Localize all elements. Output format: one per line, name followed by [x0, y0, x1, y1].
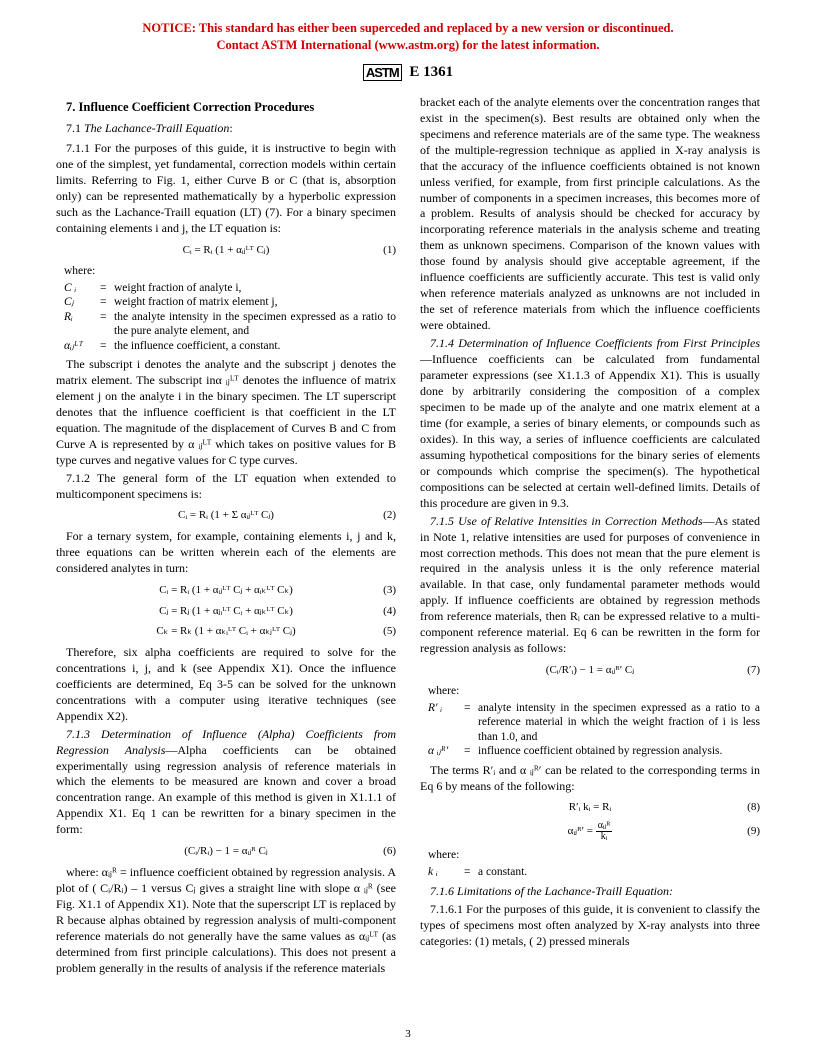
doc-header: ASTM E 1361: [56, 64, 760, 81]
def-row: Rᵢ=the analyte intensity in the specimen…: [64, 310, 396, 339]
para-7.1.6.1: 7.1.6.1 For the purposes of this guide, …: [420, 902, 760, 950]
section-7.1-heading: 7.1 The Lachance-Traill Equation:: [56, 121, 396, 137]
body-columns: 7. Influence Coefficient Correction Proc…: [56, 95, 760, 977]
para-7.1.4: 7.1.4 Determination of Influence Coeffic…: [420, 336, 760, 511]
para-7.1.1: 7.1.1 For the purposes of this guide, it…: [56, 141, 396, 237]
def-row: k ᵢ=a constant.: [428, 865, 760, 879]
where-label-2: where:: [428, 684, 760, 699]
equation-3: Cᵢ = Rᵢ (1 + αᵢⱼᴸᵀ Cⱼ + αᵢₖᴸᵀ Cₖ)(3): [56, 583, 396, 598]
notice-banner: NOTICE: This standard has either been su…: [56, 20, 760, 54]
para-7.1.5: 7.1.5 Use of Relative Intensities in Cor…: [420, 514, 760, 658]
para-ternary: For a ternary system, for example, conta…: [56, 529, 396, 577]
para-subscripts: The subscript i denotes the analyte and …: [56, 357, 396, 469]
equation-6: (Cᵢ/Rᵢ) − 1 = αᵢⱼᴿ Cⱼ(6): [56, 844, 396, 859]
equation-1: Cᵢ = Rᵢ (1 + αᵢⱼᴸᵀ Cⱼ) (1): [56, 243, 396, 258]
para-therefore: Therefore, six alpha coefficients are re…: [56, 645, 396, 725]
equation-2: Cᵢ = Rᵢ (1 + Σ αᵢⱼᴸᵀ Cⱼ) (2): [56, 508, 396, 523]
designation: E 1361: [409, 64, 453, 80]
para-7.1.6: 7.1.6 Limitations of the Lachance-Traill…: [420, 884, 760, 900]
para-terms: The terms R′ᵢ and α ᵢⱼᴿ′ can be related …: [420, 763, 760, 795]
equation-5: Cₖ = Rₖ (1 + αₖᵢᴸᵀ Cᵢ + αₖⱼᴸᵀ Cⱼ)(5): [56, 624, 396, 639]
page: NOTICE: This standard has either been su…: [0, 0, 816, 1056]
where-table-1: C ᵢ=weight fraction of analyte i, Cⱼ=wei…: [64, 281, 396, 353]
def-row: R′ ᵢ=analyte intensity in the specimen e…: [428, 701, 760, 744]
para-7.1.3: 7.1.3 Determination of Influence (Alpha)…: [56, 727, 396, 839]
equation-9: αᵢⱼᴿ′ = αᵢⱼᴿkᵢ (9): [420, 821, 760, 842]
where-table-2: R′ ᵢ=analyte intensity in the specimen e…: [428, 701, 760, 759]
equation-8: R′ᵢ kᵢ = Rᵢ(8): [420, 800, 760, 815]
equation-4: Cⱼ = Rⱼ (1 + αⱼᵢᴸᵀ Cᵢ + αⱼₖᴸᵀ Cₖ)(4): [56, 604, 396, 619]
equation-7: (Cᵢ/R′ᵢ) − 1 = αᵢⱼᴿ′ Cⱼ(7): [420, 663, 760, 678]
def-row: αᵢⱼᴸᵀ=the influence coefficient, a const…: [64, 339, 396, 353]
notice-line1: NOTICE: This standard has either been su…: [142, 21, 673, 35]
def-row: C ᵢ=weight fraction of analyte i,: [64, 281, 396, 295]
para-where6: where: αᵢⱼᴿ = influence coefficient obta…: [56, 865, 396, 977]
def-row: α ᵢⱼᴿ′=influence coefficient obtained by…: [428, 744, 760, 758]
astm-logo: ASTM: [363, 64, 402, 81]
page-number: 3: [0, 1028, 816, 1040]
para-col2-continuation: bracket each of the analyte elements ove…: [420, 95, 760, 334]
section-7-heading: 7. Influence Coefficient Correction Proc…: [56, 99, 396, 116]
where-label-1: where:: [64, 264, 396, 279]
where-label-3: where:: [428, 848, 760, 863]
notice-line2: Contact ASTM International (www.astm.org…: [216, 38, 599, 52]
para-7.1.2: 7.1.2 The general form of the LT equatio…: [56, 471, 396, 503]
where-table-3: k ᵢ=a constant.: [428, 865, 760, 879]
def-row: Cⱼ=weight fraction of matrix element j,: [64, 295, 396, 309]
